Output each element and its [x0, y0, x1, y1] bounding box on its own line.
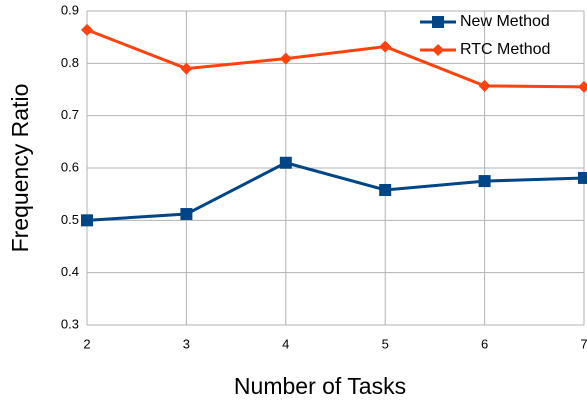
legend-marker — [432, 16, 444, 28]
y-tick-label: 0.4 — [61, 264, 79, 279]
x-tick-label: 4 — [282, 336, 289, 351]
x-axis-label: Number of Tasks — [234, 373, 406, 399]
legend-label: New Method — [460, 13, 550, 30]
legend-label: RTC Method — [460, 41, 550, 58]
x-tick-label: 3 — [183, 336, 190, 351]
marker — [379, 40, 392, 53]
y-tick-label: 0.3 — [61, 316, 79, 331]
marker — [180, 208, 193, 221]
legend-marker — [432, 44, 444, 56]
series-line — [86, 28, 585, 89]
marker — [81, 214, 93, 227]
x-tick-label: 2 — [83, 336, 90, 351]
x-tick-label: 6 — [481, 336, 488, 351]
y-tick-label: 0.9 — [61, 2, 79, 17]
y-axis-label: Frequency Ratio — [7, 84, 33, 253]
y-tick-label: 0.7 — [61, 107, 79, 122]
y-tick-label: 0.8 — [61, 55, 79, 70]
marker — [478, 79, 491, 92]
x-tick-label: 7 — [580, 336, 587, 351]
marker — [81, 23, 93, 36]
marker — [180, 62, 193, 75]
marker — [578, 80, 587, 93]
series-line — [86, 161, 585, 222]
marker — [279, 156, 292, 169]
marker — [578, 171, 587, 184]
y-tick-label: 0.5 — [61, 212, 79, 227]
marker — [478, 175, 491, 188]
marker — [279, 52, 292, 65]
x-tick-label: 5 — [382, 336, 389, 351]
y-tick-label: 0.6 — [61, 159, 79, 174]
marker — [379, 183, 392, 196]
